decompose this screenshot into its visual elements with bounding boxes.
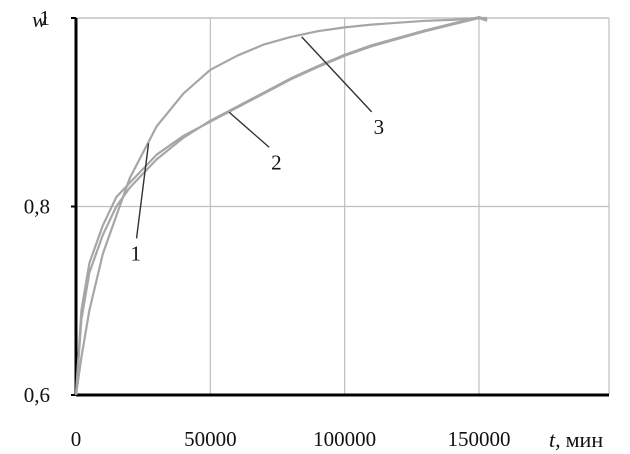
x-tick-label: 150000 — [448, 427, 511, 451]
x-tick-label: 50000 — [184, 427, 237, 451]
y-tick-label: 1 — [40, 6, 51, 30]
tick-labels: 0 50000 100000 150000 0,6 0,8 1 — [24, 6, 511, 451]
x-axis-unit: мин — [566, 427, 604, 452]
y-tick-label: 0,8 — [24, 195, 50, 219]
curve-leader-3 — [301, 36, 373, 113]
curve-label-3: 3 — [374, 115, 385, 139]
curve-label-leaders: 1 2 3 — [131, 36, 385, 265]
series-line-2 — [74, 16, 488, 396]
y-axis-label: w — [32, 7, 47, 32]
grid — [76, 17, 610, 395]
curve-label-2: 2 — [271, 150, 282, 174]
curve-leader-2 — [228, 111, 270, 148]
curve-leader-1 — [135, 143, 150, 239]
curve-label-1: 1 — [131, 241, 142, 265]
x-tick-label: 100000 — [313, 427, 376, 451]
curves — [74, 16, 488, 396]
x-tick-label: 0 — [71, 427, 82, 451]
y-tick-label: 0,6 — [24, 383, 50, 407]
axes — [71, 17, 609, 397]
x-axis-label: t, мин — [549, 427, 603, 452]
axis-labels: w t, мин — [32, 7, 603, 452]
series-line-3 — [74, 16, 488, 396]
x-axis-variable: t, — [549, 427, 561, 452]
